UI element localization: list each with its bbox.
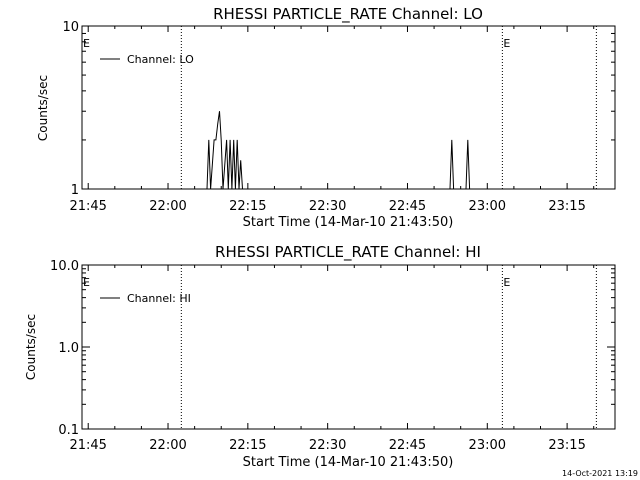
panel-title: RHESSI PARTICLE_RATE Channel: HI [215,243,481,262]
y-tick-label: 1 [71,183,79,198]
y-tick-label: 0.1 [58,423,79,438]
series-line [449,139,455,190]
x-tick-label: 22:30 [309,199,346,214]
x-tick-label: 22:15 [229,438,266,453]
x-tick-label: 21:45 [69,199,106,214]
series-line [465,139,471,190]
x-tick-label: 23:00 [469,199,506,214]
legend-label: Channel: HI [127,292,191,305]
hi-channel-panel: RHESSI PARTICLE_RATE Channel: HI Start T… [24,243,616,470]
x-tick-label: 22:45 [389,438,426,453]
x-tick-label: 22:00 [149,438,186,453]
x-tick-label: 21:45 [69,438,106,453]
plot-layer: 21:45 22:00 22:15 22:30 22:45 23:00 23:15 1 10 E E [62,20,615,214]
print-timestamp: 14-Oct-2021 13:19 [562,469,638,478]
x-tick-label: 22:45 [389,199,426,214]
x-tick-label: 23:00 [469,438,506,453]
e-marker: E [83,37,90,50]
y-axis-label: Counts/sec [24,314,38,380]
x-tick-label: 22:30 [309,438,346,453]
lo-channel-panel: RHESSI PARTICLE_RATE Channel: LO Start T… [36,5,616,230]
legend-label: Channel: LO [127,53,194,66]
plot-layer: 21:45 22:00 22:15 22:30 22:45 23:00 23:15 0.1 1.… [50,259,615,453]
x-tick-label: 22:00 [149,199,186,214]
x-tick-label: 23:15 [548,199,585,214]
x-axis-label: Start Time (14-Mar-10 21:43:50) [243,215,454,230]
x-tick-label: 23:15 [548,438,585,453]
y-axis-label: Counts/sec [36,75,50,141]
x-axis-label: Start Time (14-Mar-10 21:43:50) [243,455,454,470]
y-tick-label: 1.0 [58,341,79,356]
y-tick-label: 10 [62,20,79,35]
e-marker: E [503,37,510,50]
y-tick-label: 10.0 [50,259,79,274]
plot-frame [81,25,616,190]
panel-title: RHESSI PARTICLE_RATE Channel: LO [213,5,483,24]
e-marker: E [503,276,510,289]
x-tick-label: 22:15 [229,199,266,214]
series-line [206,111,243,190]
e-marker: E [83,276,90,289]
